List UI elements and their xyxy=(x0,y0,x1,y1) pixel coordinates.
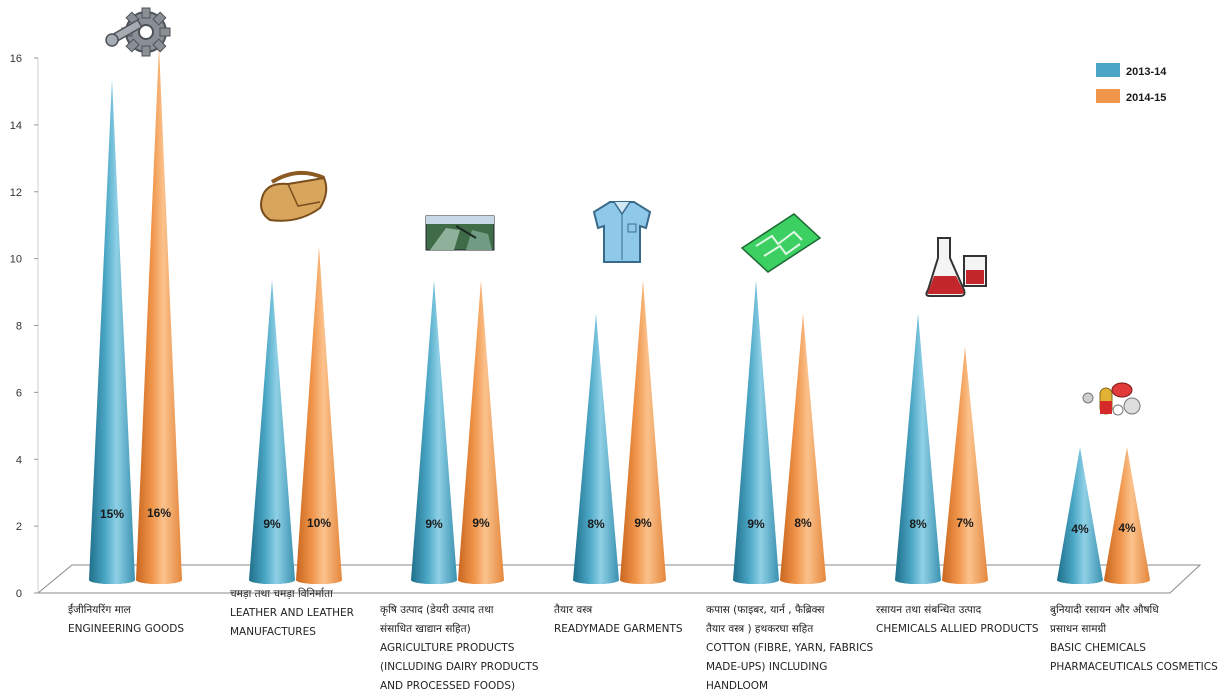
category-label-hindi: कपास (फाइबर, यार्न , फैब्रिक्स xyxy=(706,604,825,616)
y-tick-label: 12 xyxy=(10,187,22,199)
data-label: 9% xyxy=(747,517,765,531)
chart-floor xyxy=(36,564,1202,594)
category-label-hindi: बुनियादी रसायन और औषधि xyxy=(1050,604,1159,616)
cone-2014-15-2 xyxy=(458,280,504,584)
category-label-english: MANUFACTURES xyxy=(230,626,316,638)
data-label: 9% xyxy=(263,517,281,531)
data-label: 10% xyxy=(307,516,331,530)
cone-2014-15-4 xyxy=(780,313,826,584)
category-label: बुनियादी रसायन और औषधि प्रसाधन सामग्री BAS… xyxy=(1050,601,1218,677)
data-label: 8% xyxy=(587,517,605,531)
category-label-english: AGRICULTURE PRODUCTS xyxy=(380,642,515,654)
category-label-hindi: रसायन तथा संबन्धित उत्पाद xyxy=(876,604,982,616)
category-label-english: ENGINEERING GOODS xyxy=(68,623,184,635)
shirt-icon xyxy=(592,201,652,263)
category-label-english: CHEMICALS ALLIED PRODUCTS xyxy=(876,623,1039,635)
legend-swatch xyxy=(1096,89,1120,103)
cone-2013-14-5 xyxy=(895,313,941,584)
category-label-hindi: कृषि उत्पाद (डेयरी उत्पाद तथा xyxy=(380,604,494,616)
category-label-english: (INCLUDING DAIRY PRODUCTS xyxy=(380,661,539,673)
data-labels: 15% 9% 9% 8% 9% 8% 4% 16% 10% 9% 9% 8% 7% 4% xyxy=(100,506,1136,536)
y-tick-label: 16 xyxy=(10,53,22,65)
y-tick-label: 8 xyxy=(16,321,22,333)
data-label: 4% xyxy=(1071,522,1089,536)
cone-2013-14-4 xyxy=(733,280,779,584)
data-label: 15% xyxy=(100,507,124,521)
y-tick-label: 4 xyxy=(16,454,22,466)
category-label-hindi: तैयार वस्त्र xyxy=(554,604,593,616)
gear-wrench-icon xyxy=(105,7,171,57)
data-label: 8% xyxy=(909,517,927,531)
floor-plane xyxy=(36,564,1202,594)
data-label: 9% xyxy=(425,517,443,531)
cone-2013-14-6 xyxy=(1057,447,1103,584)
category-label-english: COTTON (FIBRE, YARN, FABRICS xyxy=(706,642,874,654)
fabric-icon xyxy=(740,213,822,273)
cone-2014-15-1 xyxy=(296,246,342,584)
leather-bag-icon xyxy=(260,170,328,222)
category-label: रसायन तथा संबन्धित उत्पाद CHEMICALS ALLIE… xyxy=(876,601,1039,639)
y-tick-label: 2 xyxy=(16,521,22,533)
category-label-english: AND PROCESSED FOODS) xyxy=(380,680,516,692)
legend-label: 2013-14 xyxy=(1126,66,1167,78)
category-icons xyxy=(105,7,1141,416)
data-label: 9% xyxy=(634,516,652,530)
cone-2013-14-1 xyxy=(249,280,295,584)
category-label-hindi: तैयार वस्त्र ) हथकरघा सहित xyxy=(706,623,814,635)
category-label-english: LEATHER AND LEATHER xyxy=(230,607,354,619)
cone-2013-14-2 xyxy=(411,280,457,584)
category-label: तैयार वस्त्र READYMADE GARMENTS xyxy=(554,601,683,639)
legend-swatch xyxy=(1096,63,1120,77)
legend-label: 2014-15 xyxy=(1126,92,1166,104)
cone-2014-15-5 xyxy=(942,346,988,584)
y-tick-label: 10 xyxy=(10,254,22,266)
category-label: ईंजीनियरिंग माल ENGINEERING GOODS xyxy=(68,601,184,639)
cone-2014-15-6 xyxy=(1104,447,1150,584)
cone-series xyxy=(89,46,1150,584)
cone-2013-14-0 xyxy=(89,79,135,584)
pills-icon xyxy=(1082,382,1141,416)
data-label: 16% xyxy=(147,506,171,520)
category-label: कपास (फाइबर, यार्न , फैब्रिक्स तैयार वस्त… xyxy=(706,601,873,696)
y-axis: 0 2 4 6 8 10 12 14 16 xyxy=(10,53,39,600)
data-label: 4% xyxy=(1118,521,1136,535)
category-label: चमड़ा तथा चमड़ा विनिर्माता LEATHER AND LE… xyxy=(230,585,354,642)
category-label-english: HANDLOOM xyxy=(706,680,769,692)
category-label: कृषि उत्पाद (डेयरी उत्पाद तथा संसाधित खाद… xyxy=(380,601,539,696)
category-label-hindi: ईंजीनियरिंग माल xyxy=(68,604,131,616)
data-label: 8% xyxy=(794,516,812,530)
category-label-hindi: प्रसाधन सामग्री xyxy=(1050,623,1107,635)
y-tick-label: 14 xyxy=(10,120,22,132)
category-label-hindi: संसाधित खाद्यान सहित) xyxy=(380,623,471,635)
cone-2014-15-3 xyxy=(620,280,666,584)
cone-2013-14-3 xyxy=(573,313,619,584)
data-label: 7% xyxy=(956,516,974,530)
y-tick-label: 0 xyxy=(16,588,22,600)
data-label: 9% xyxy=(472,516,490,530)
category-label-english: PHARMACEUTICALS COSMETICS xyxy=(1050,661,1218,673)
category-label-english: READYMADE GARMENTS xyxy=(554,623,683,635)
y-tick-label: 6 xyxy=(16,387,22,399)
lab-flask-icon xyxy=(925,237,987,297)
category-label-english: MADE-UPS) INCLUDING xyxy=(706,661,828,673)
category-label-hindi: चमड़ा तथा चमड़ा विनिर्माता xyxy=(230,588,333,600)
category-label-english: BASIC CHEMICALS xyxy=(1050,642,1146,654)
cone-2014-15-0 xyxy=(136,46,182,584)
legend: 2013-14 2014-15 xyxy=(1096,63,1167,104)
farm-field-icon xyxy=(425,215,495,251)
